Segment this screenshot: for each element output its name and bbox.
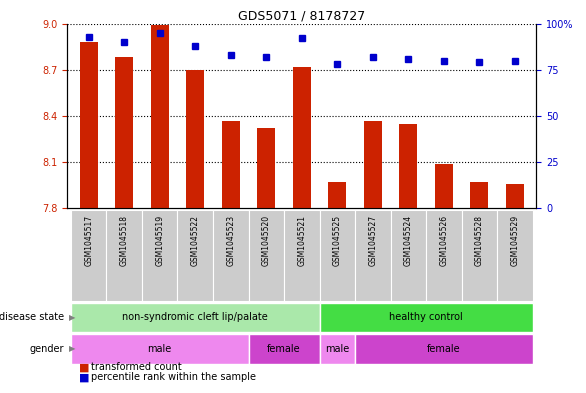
Text: GSM1045523: GSM1045523 <box>226 215 235 266</box>
Bar <box>293 67 311 208</box>
Bar <box>471 182 488 208</box>
Text: GSM1045526: GSM1045526 <box>440 215 448 266</box>
Text: GSM1045528: GSM1045528 <box>475 215 484 266</box>
Bar <box>80 42 98 208</box>
Text: female: female <box>267 344 301 354</box>
Bar <box>435 163 453 208</box>
Text: ■: ■ <box>79 372 90 382</box>
Text: healthy control: healthy control <box>389 312 463 322</box>
Bar <box>71 210 107 301</box>
Text: GSM1045524: GSM1045524 <box>404 215 413 266</box>
Text: non-syndromic cleft lip/palate: non-syndromic cleft lip/palate <box>122 312 268 322</box>
Bar <box>355 334 533 364</box>
Text: GSM1045518: GSM1045518 <box>120 215 129 266</box>
Text: transformed count: transformed count <box>91 362 182 373</box>
Bar <box>319 210 355 301</box>
Bar <box>506 184 524 208</box>
Bar <box>364 121 381 208</box>
Text: GSM1045525: GSM1045525 <box>333 215 342 266</box>
Text: ▶: ▶ <box>69 313 75 322</box>
Text: GSM1045527: GSM1045527 <box>369 215 377 266</box>
Bar <box>71 303 319 332</box>
Bar <box>115 57 133 208</box>
Bar <box>319 334 355 364</box>
Bar <box>186 70 204 208</box>
Text: GSM1045522: GSM1045522 <box>191 215 200 266</box>
Text: GSM1045529: GSM1045529 <box>510 215 519 266</box>
Bar <box>151 25 169 208</box>
Bar <box>426 210 462 301</box>
Bar <box>400 124 417 208</box>
Bar <box>248 210 284 301</box>
Text: male: male <box>148 344 172 354</box>
Bar <box>328 182 346 208</box>
Text: ■: ■ <box>79 362 90 373</box>
Bar <box>248 334 319 364</box>
Text: GSM1045521: GSM1045521 <box>297 215 306 266</box>
Bar <box>107 210 142 301</box>
Text: female: female <box>427 344 461 354</box>
Bar <box>462 210 497 301</box>
Text: GSM1045517: GSM1045517 <box>84 215 93 266</box>
Bar <box>222 121 240 208</box>
Text: ▶: ▶ <box>69 344 75 353</box>
Bar <box>257 128 275 208</box>
Text: gender: gender <box>30 344 64 354</box>
Bar <box>391 210 426 301</box>
Title: GDS5071 / 8178727: GDS5071 / 8178727 <box>238 9 366 22</box>
Bar <box>142 210 178 301</box>
Text: percentile rank within the sample: percentile rank within the sample <box>91 372 256 382</box>
Text: GSM1045519: GSM1045519 <box>155 215 164 266</box>
Bar <box>355 210 391 301</box>
Bar <box>497 210 533 301</box>
Bar <box>284 210 319 301</box>
Bar <box>319 303 533 332</box>
Bar <box>71 334 248 364</box>
Text: disease state: disease state <box>0 312 64 322</box>
Bar <box>178 210 213 301</box>
Bar <box>213 210 248 301</box>
Text: GSM1045520: GSM1045520 <box>262 215 271 266</box>
Text: male: male <box>325 344 349 354</box>
